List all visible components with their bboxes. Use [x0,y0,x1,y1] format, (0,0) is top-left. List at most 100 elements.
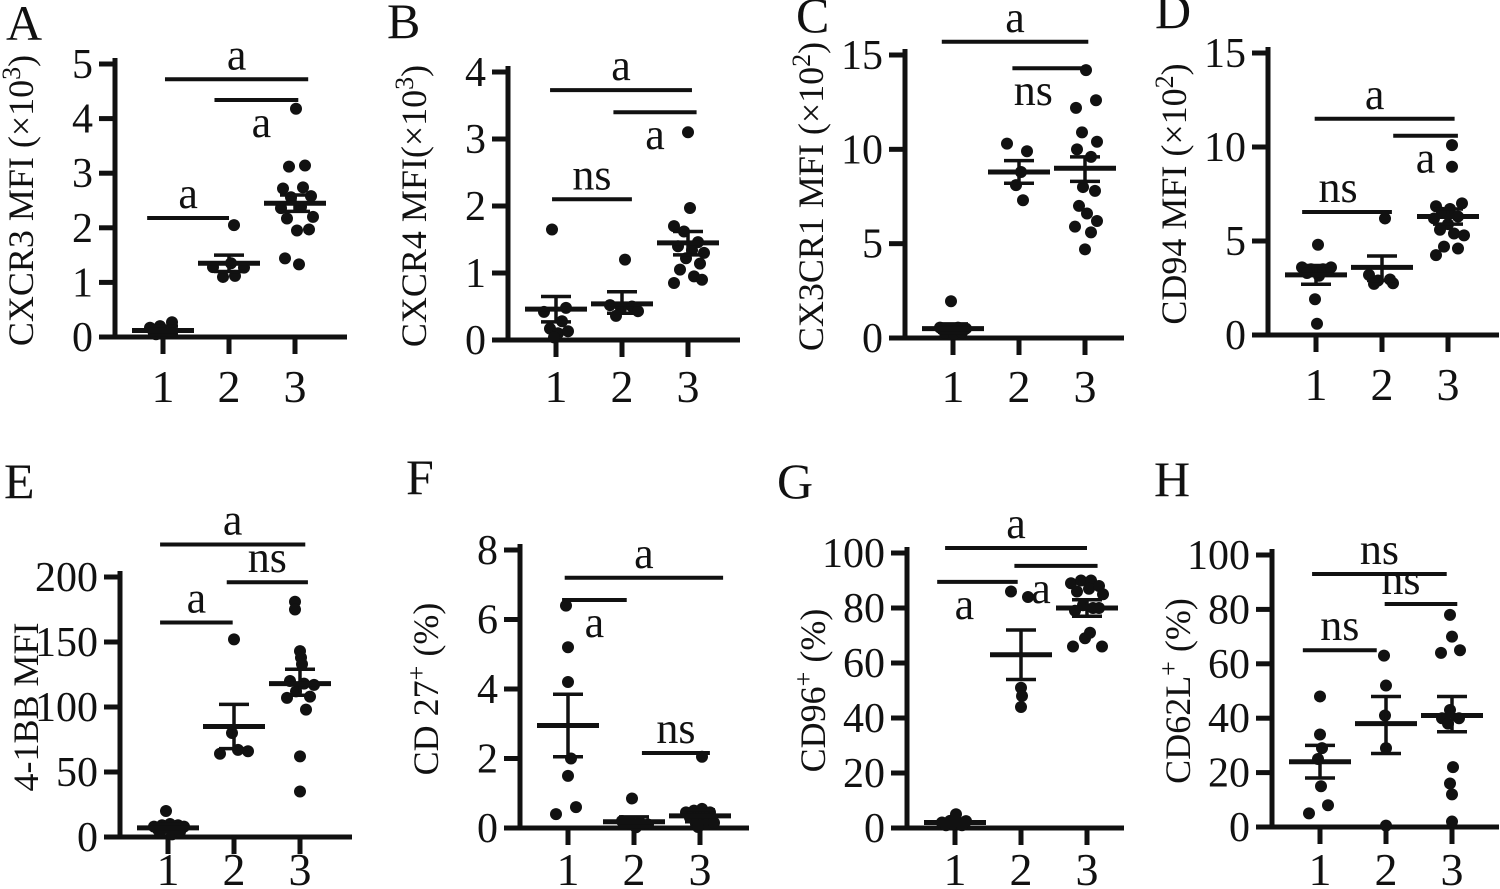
y-tick-label: 5 [862,222,883,268]
data-point [1448,227,1460,240]
data-point [1452,242,1464,255]
y-tick-label: 0 [465,318,486,364]
y-tick-label: 0 [862,316,883,362]
data-point [1083,582,1095,595]
y-tick-label: 4 [477,667,498,713]
x-tick-label: 2 [1008,361,1031,412]
data-point [1434,223,1446,236]
data-point [668,277,680,290]
data-point [1314,728,1326,741]
data-point [228,633,240,646]
x-tick-label: 2 [611,361,634,412]
data-point [1001,137,1013,150]
data-point [214,747,226,760]
y-tick-label: 15 [1204,31,1246,77]
data-point [1065,577,1077,590]
y-tick-label: 3 [465,117,486,163]
y-tick-label: 2 [465,184,486,230]
y-tick-label: 5 [1225,219,1246,265]
data-point [1090,94,1102,107]
data-point [1444,608,1456,621]
data-point [281,212,293,225]
data-point [1446,160,1458,173]
data-point [1075,574,1087,587]
data-point [562,641,574,654]
data-point [1096,640,1108,653]
data-point [279,252,291,265]
data-point [1378,649,1390,662]
data-point [228,219,240,232]
data-point [1079,243,1091,256]
data-point [1076,126,1088,139]
data-point [1458,229,1470,242]
sig-label: a [1006,499,1026,548]
data-point [1446,139,1458,152]
data-point [1015,701,1027,713]
data-point [562,676,574,689]
y-tick-label: 80 [843,586,885,632]
data-point [1438,240,1450,253]
data-point [1067,640,1079,653]
data-point [1454,644,1466,657]
data-point [1380,819,1392,832]
data-point [1456,197,1468,210]
data-point [562,769,574,782]
sig-label: ns [1320,601,1359,650]
data-point [1322,799,1334,812]
sig-label: a [1031,564,1051,613]
y-tick-label: 100 [822,531,885,577]
x-tick-label: 1 [157,844,180,889]
data-point [303,223,315,236]
sig-label: a [645,110,665,159]
sig-label: a [585,598,605,647]
data-point [294,785,306,798]
figure-panel-E: E 4-1BB MFI 0 50 100 150 200 1 2 3 a ns a [0,444,375,889]
y-tick-label: 8 [477,528,498,574]
figure-panel-G: G CD96+ (%) 0 20 40 60 80 100 1 2 3 a a a [750,444,1125,889]
data-point [1446,788,1458,801]
data-point [160,805,172,817]
data-point [1091,135,1103,148]
data-point [1446,630,1458,643]
x-tick-label: 1 [152,361,175,412]
x-tick-label: 2 [218,361,241,412]
panel-letter: B [387,0,420,49]
y-axis-label: CXCR4 MFI(×103) [390,65,434,347]
data-point [1430,249,1442,262]
data-point [1070,101,1082,114]
y-axis-label: CD62L+ (%) [1154,598,1198,784]
data-point [1077,181,1089,194]
data-point [1379,212,1391,225]
y-tick-label: 5 [72,42,93,88]
y-tick-label: 50 [56,750,98,796]
data-point [305,190,317,203]
sig-label: ns [572,150,611,199]
sig-label: a [178,169,198,218]
panel-letter: C [796,0,829,43]
sig-label: a [611,41,631,90]
data-point [217,270,229,283]
y-axis-label: CD94 MFI (×102) [1150,63,1194,324]
y-tick-label: 2 [477,737,498,783]
data-point [294,750,306,763]
data-point [300,703,312,716]
y-tick-label: 1 [465,251,486,297]
sig-label: a [1005,0,1025,42]
data-point [945,295,957,308]
x-tick-label: 1 [545,361,568,412]
data-point [1071,585,1083,598]
y-axis-label: CD 27+ (%) [402,603,446,776]
figure-panel-B: B CXCR4 MFI(×103) 0 1 2 3 4 1 2 3 a a ns [375,0,750,444]
data-point [1073,199,1085,212]
data-point [1447,761,1459,774]
data-point [1016,690,1028,702]
x-tick-label: 3 [1074,361,1097,412]
panel-letter: H [1154,451,1190,507]
sig-label: a [252,98,272,147]
data-point [1380,679,1392,692]
